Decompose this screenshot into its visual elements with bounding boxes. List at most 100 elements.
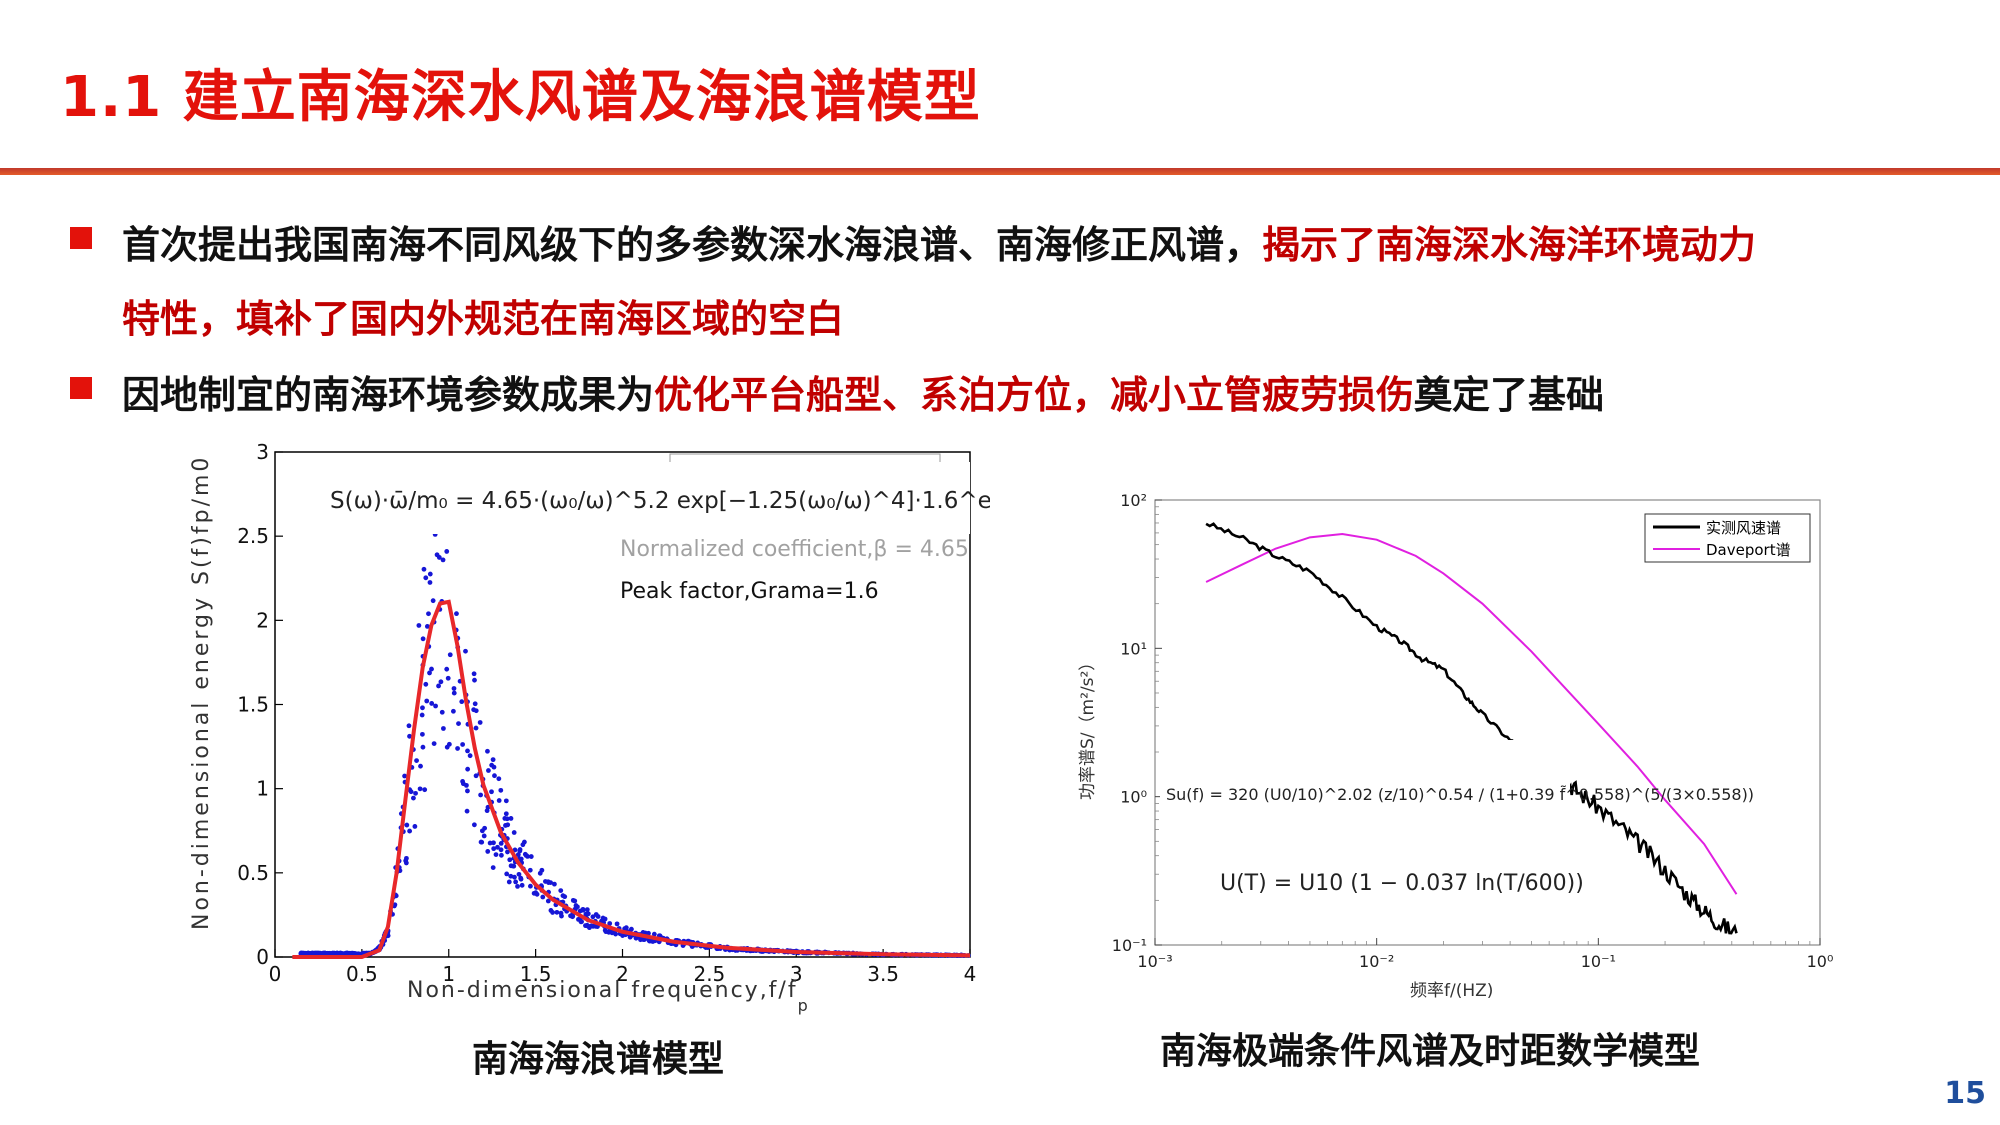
scatter-point (407, 733, 412, 739)
scatter-point (504, 871, 510, 877)
scatter-point (477, 720, 483, 725)
page-number: 15 (1944, 1076, 1986, 1111)
davenport-series (1205, 532, 1738, 895)
scatter-point (550, 910, 555, 915)
scatter-point (623, 925, 629, 931)
scatter-point (420, 636, 426, 642)
scatter-point (537, 870, 543, 876)
wave-y-axis-label: Non-dimensional energy S(f)fp/m0 (189, 455, 214, 930)
scatter-point (464, 808, 470, 814)
y-tick-label: 10⁰ (1120, 788, 1147, 807)
scatter-point (433, 703, 438, 709)
scatter-point (426, 611, 431, 617)
scatter-point (423, 681, 429, 687)
wind-y-axis-label: 功率谱S/（m²/s²） (1078, 654, 1098, 800)
scatter-point (584, 907, 590, 913)
scatter-point (465, 788, 470, 794)
scatter-point (473, 708, 479, 714)
scatter-point (503, 811, 509, 817)
scatter-point (600, 915, 606, 921)
scatter-point (522, 839, 527, 845)
scatter-point (429, 666, 434, 672)
scatter-point (420, 744, 426, 750)
scatter-point (436, 683, 441, 689)
scatter-point (558, 888, 564, 893)
scatter-point (527, 867, 533, 873)
scatter-point (416, 623, 422, 628)
scatter-point (511, 830, 517, 835)
scatter-point (531, 890, 537, 896)
scatter-point (558, 910, 564, 916)
page-title: 1.1 建立南海深水风谱及海浪谱模型 (60, 65, 981, 130)
scatter-point (460, 779, 466, 784)
x-tick-label: 3 (790, 962, 803, 986)
scatter-point (456, 721, 461, 726)
y-tick-label: 0 (256, 945, 269, 969)
y-tick-label: 10¹ (1120, 639, 1147, 658)
x-tick-label: 10⁰ (1807, 952, 1834, 971)
scatter-point (406, 723, 412, 729)
scatter-point (528, 854, 534, 859)
x-tick-label: 2 (616, 962, 629, 986)
scatter-point (407, 828, 413, 834)
y-tick-label: 2.5 (237, 524, 269, 548)
scatter-point (451, 686, 457, 691)
scatter-point (440, 557, 446, 563)
scatter-point (330, 950, 336, 956)
scatter-point (444, 666, 450, 672)
scatter-point (493, 852, 499, 858)
wind-x-axis-label: 频率f/(HZ) (1410, 981, 1493, 1001)
scatter-point (412, 824, 418, 829)
y-tick-label: 1.5 (237, 693, 269, 717)
bullet-2-line: 因地制宜的南海环境参数成果为优化平台船型、系泊方位，减小立管疲劳损伤奠定了基础 (122, 364, 1604, 419)
scatter-point (478, 792, 484, 798)
scatter-point (479, 839, 485, 845)
bullet-1-emphasis: 揭示了南海深水海洋环境动力 (1262, 223, 1757, 267)
scatter-point (413, 790, 418, 796)
scatter-point (491, 846, 497, 852)
scatter-point (423, 575, 429, 581)
scatter-point (486, 768, 491, 773)
scatter-point (512, 874, 517, 880)
scatter-point (411, 795, 416, 801)
scatter-point (492, 773, 497, 779)
scatter-point (438, 679, 444, 685)
scatter-point (499, 852, 504, 858)
y-tick-label: 3 (256, 440, 269, 464)
wind-spectrum-chart: 10⁻³ 10⁻² 10⁻¹ 10⁰ 10⁻¹ 10⁰ 10¹ 10² 实测风速谱 Davep… (1078, 491, 1834, 1001)
scatter-point (484, 808, 490, 814)
scatter-point (641, 937, 647, 943)
scatter-point (472, 677, 477, 683)
y-tick-label: 10⁻¹ (1112, 936, 1147, 955)
bullet-1-line-2: 特性，填补了国内外规范在南海区域的空白 (122, 297, 845, 341)
scatter-point (441, 726, 446, 731)
time-formula: U(T) = U10 (1 − 0.037 ln(T/600)) (1220, 871, 1584, 896)
scatter-point (445, 675, 451, 681)
scatter-point (593, 912, 599, 917)
scatter-point (427, 571, 433, 577)
wave-x-axis-label: Non-dimensional frequency,f/fp (407, 978, 810, 1015)
wave-annotation: Peak factor,Grama=1.6 (620, 579, 879, 604)
x-tick-label: 3.5 (867, 962, 899, 986)
scatter-point (506, 879, 512, 885)
scatter-point (578, 919, 584, 925)
scatter-point (472, 701, 478, 707)
scatter-point (447, 652, 453, 658)
x-tick-label: 4 (964, 962, 977, 986)
scatter-point (479, 828, 485, 834)
scatter-point (418, 763, 423, 769)
scatter-point (459, 699, 465, 705)
x-tick-label: 1.5 (520, 962, 552, 986)
scatter-point (490, 757, 496, 763)
scatter-point (348, 951, 354, 957)
scatter-point (427, 580, 433, 585)
scatter-point (495, 844, 500, 850)
scatter-point (518, 856, 524, 862)
scatter-point (320, 950, 326, 956)
scatter-point (444, 744, 450, 750)
scatter-point (515, 852, 521, 858)
right-chart-caption: 南海极端条件风谱及时距数学模型 (1160, 1031, 1701, 1072)
scatter-point (463, 648, 468, 654)
scatter-point (434, 552, 440, 558)
scatter-point (519, 882, 525, 888)
